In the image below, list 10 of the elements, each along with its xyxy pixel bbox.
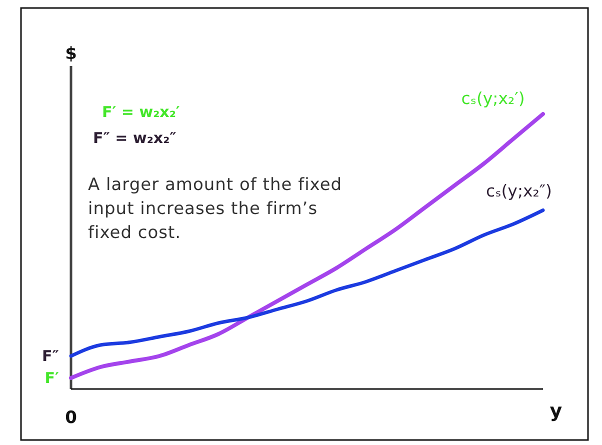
series-label: cₛ(y;x₂′) <box>461 89 525 108</box>
series-label: cₛ(y;x₂″) <box>486 181 552 200</box>
annotation: F′ = w₂x₂′ <box>102 103 180 121</box>
text: 0 <box>65 408 78 428</box>
annotation: F″ = w₂x₂″ <box>93 129 177 147</box>
y-axis-title: $ <box>65 44 77 64</box>
x-axis-title: y <box>550 400 563 422</box>
text: F′ <box>44 369 60 387</box>
text: F″ <box>42 347 60 365</box>
annotation: A larger amount of the fixed input increases the firm’s fixed cost. <box>88 175 342 243</box>
